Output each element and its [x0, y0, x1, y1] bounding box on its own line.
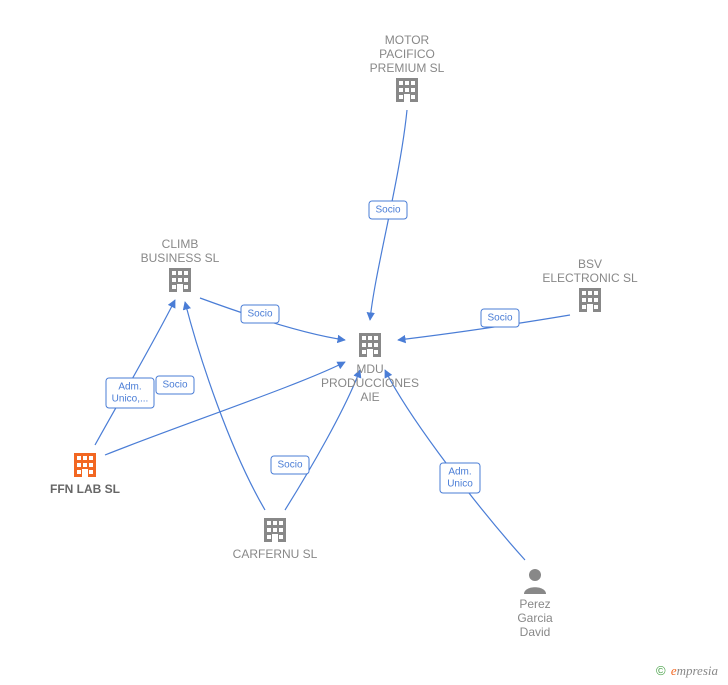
edge-label: Socio — [369, 201, 407, 219]
building-icon — [579, 288, 601, 312]
svg-text:Adm.: Adm. — [118, 382, 141, 393]
svg-text:Socio: Socio — [487, 313, 512, 324]
node-label: AIE — [360, 390, 379, 404]
node-bsv[interactable]: BSVELECTRONIC SL — [542, 257, 638, 312]
svg-text:Socio: Socio — [162, 380, 187, 391]
copyright-symbol: © — [656, 663, 666, 678]
person-icon — [524, 569, 546, 594]
node-label: MDU — [356, 362, 383, 376]
node-center[interactable]: MDUPRODUCCIONESAIE — [321, 333, 419, 404]
node-climb[interactable]: CLIMBBUSINESS SL — [141, 237, 220, 292]
svg-text:Unico: Unico — [447, 479, 473, 490]
svg-text:Socio: Socio — [375, 205, 400, 216]
node-perez[interactable]: PerezGarciaDavid — [517, 569, 553, 639]
edge — [185, 302, 265, 510]
node-motor[interactable]: MOTORPACIFICOPREMIUM SL — [370, 33, 445, 102]
node-label: PREMIUM SL — [370, 61, 445, 75]
brand-rest: mpresia — [677, 663, 718, 678]
node-label: CLIMB — [162, 237, 199, 251]
svg-text:Adm.: Adm. — [448, 467, 471, 478]
building-icon — [396, 78, 418, 102]
relationship-graph: MDUPRODUCCIONESAIE MOTORPACIFICOPREMIUM S… — [0, 0, 728, 685]
node-label: FFN LAB SL — [50, 482, 120, 496]
edge-label: Socio — [156, 376, 194, 394]
edge-label: Adm.Unico — [440, 463, 480, 493]
node-label: BSV — [578, 257, 602, 271]
edge-label: Socio — [481, 309, 519, 327]
node-label: CARFERNU SL — [233, 547, 318, 561]
node-label: Perez — [519, 597, 550, 611]
node-carfernu[interactable]: CARFERNU SL — [233, 518, 318, 561]
edge — [285, 370, 360, 510]
node-label: PRODUCCIONES — [321, 376, 419, 390]
edge-label: Adm.Unico,... — [106, 378, 154, 408]
building-icon — [74, 453, 96, 477]
edge-label: Socio — [241, 305, 279, 323]
node-label: David — [520, 625, 551, 639]
svg-text:Socio: Socio — [247, 309, 272, 320]
watermark: © empresia — [656, 663, 718, 679]
building-icon — [264, 518, 286, 542]
edge-label: Socio — [271, 456, 309, 474]
node-label: MOTOR — [385, 33, 430, 47]
node-ffn[interactable]: FFN LAB SL — [50, 453, 120, 496]
node-label: Garcia — [517, 611, 553, 625]
edge — [95, 300, 175, 445]
building-icon — [169, 268, 191, 292]
node-label: PACIFICO — [379, 47, 435, 61]
svg-text:Unico,...: Unico,... — [112, 394, 149, 405]
node-label: ELECTRONIC SL — [542, 271, 638, 285]
node-label: BUSINESS SL — [141, 251, 220, 265]
svg-text:Socio: Socio — [277, 460, 302, 471]
building-icon — [359, 333, 381, 357]
